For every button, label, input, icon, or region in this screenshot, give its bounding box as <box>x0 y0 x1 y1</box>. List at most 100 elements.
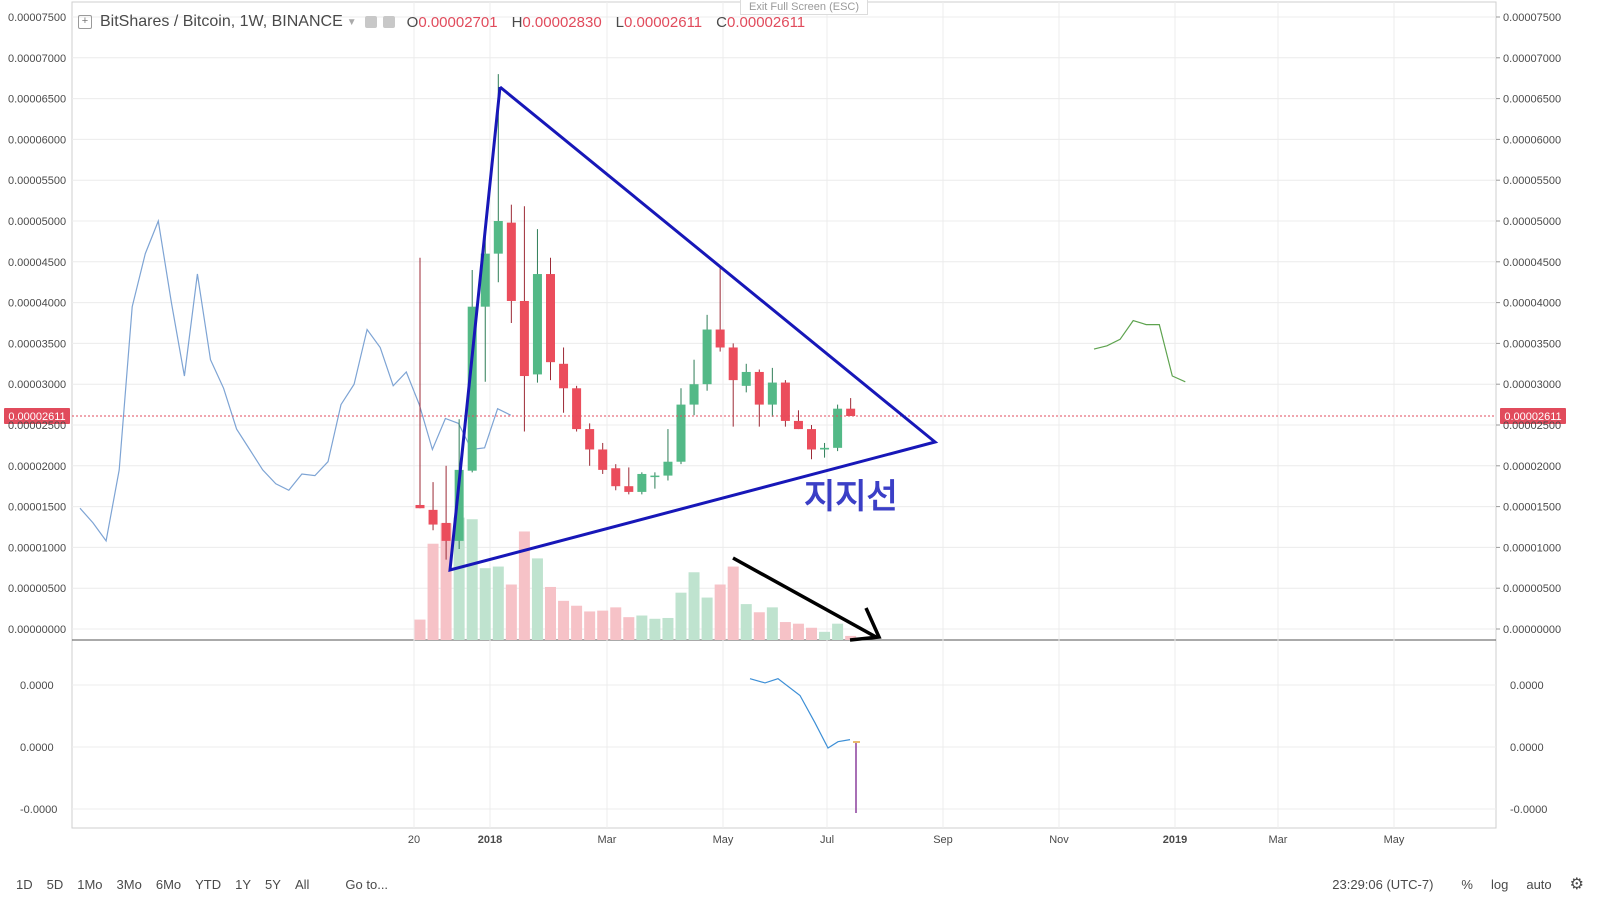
candle-body <box>637 473 647 492</box>
auto-scale-toggle[interactable]: auto <box>1526 876 1552 892</box>
candle-body <box>780 382 790 421</box>
candle-body <box>546 274 555 363</box>
symbol-title[interactable]: BitShares / Bitcoin, 1W, BINANCE <box>100 13 343 30</box>
candle-body <box>820 447 830 450</box>
volume-bar <box>806 627 817 640</box>
range-5d-button[interactable]: 5D <box>46 876 64 892</box>
volume-bar <box>623 617 635 640</box>
volume-bar <box>453 517 465 640</box>
volume-bar <box>792 623 804 640</box>
osc-axis-label-left: -0.0000 <box>20 804 57 816</box>
price-axis-label-left: 0.00004000 <box>8 298 66 310</box>
osc-axis-label-right: 0.0000 <box>1510 680 1544 692</box>
volume-bar <box>779 622 791 640</box>
time-axis-label: 2018 <box>478 834 502 846</box>
triangle-drawing[interactable] <box>448 85 939 573</box>
price-axis-label-right: 0.00007000 <box>1503 53 1561 65</box>
time-axis-label: Jul <box>820 834 834 846</box>
trend-arrowhead[interactable] <box>849 607 882 642</box>
volume-bar <box>701 597 713 640</box>
price-axis-label-right: 0.00005500 <box>1503 175 1561 187</box>
price-axis-label-left: 0.00000500 <box>8 583 66 595</box>
log-scale-toggle[interactable]: log <box>1490 876 1509 892</box>
range-1y-button[interactable]: 1Y <box>235 876 252 892</box>
range-all-button[interactable]: All <box>294 876 310 892</box>
range-1d-button[interactable]: 1D <box>16 876 33 892</box>
volume-bar <box>518 531 530 640</box>
candle-body <box>833 408 843 448</box>
range-6mo-button[interactable]: 6Mo <box>155 876 182 892</box>
volume-bar <box>832 623 844 640</box>
price-axis-label-right: 0.00001000 <box>1503 542 1561 554</box>
symbol-legend: + BitShares / Bitcoin, 1W, BINANCE ▼ O 0.… <box>78 12 805 32</box>
clock-time[interactable]: 23:29:06 (UTC-7) <box>1332 876 1434 892</box>
price-axis-label-left: 0.00004500 <box>8 257 66 269</box>
volume-bar <box>492 566 504 640</box>
time-axis-label: May <box>1384 834 1405 846</box>
time-axis-label: May <box>713 834 734 846</box>
range-3mo-button[interactable]: 3Mo <box>116 876 142 892</box>
candle-body <box>572 388 582 430</box>
candle-body <box>415 504 425 509</box>
candle-body <box>428 509 438 525</box>
price-axis-label-right: 0.00001500 <box>1503 502 1561 514</box>
candle-body <box>728 347 738 381</box>
time-axis-label: 20 <box>408 834 420 846</box>
high-value: 0.00002830 <box>522 13 602 31</box>
last-price-tag-left-bg <box>4 407 70 424</box>
volume-bar <box>466 519 478 640</box>
time-axis-label: 2019 <box>1163 834 1187 846</box>
goto-button[interactable]: Go to... <box>345 876 389 892</box>
exit-fullscreen-button[interactable]: Exit Full Screen (ESC) <box>740 0 869 15</box>
candle-body <box>624 486 634 492</box>
price-axis-label-right: 0.00002500 <box>1503 420 1561 432</box>
osc-axis-label-left: 0.0000 <box>20 742 54 754</box>
volume-bar <box>584 611 596 640</box>
bottom-toolbar: 1D 5D 1Mo 3Mo 6Mo YTD 1Y 5Y All Go to...… <box>0 868 1600 900</box>
expand-icon[interactable]: + <box>78 15 92 29</box>
range-ytd-button[interactable]: YTD <box>195 876 222 892</box>
price-axis-label-left: 0.00000000 <box>8 624 66 636</box>
support-line-annotation[interactable]: 지지선 <box>804 478 898 516</box>
price-axis-label-right: 0.00000500 <box>1503 583 1561 595</box>
overlay-line-green <box>1093 319 1186 383</box>
candle-body <box>532 274 542 375</box>
eye-icon[interactable] <box>364 16 377 28</box>
volume-bar <box>845 635 857 640</box>
overlay-line-blue <box>79 218 511 543</box>
candle-body <box>754 371 764 405</box>
trend-arrow[interactable] <box>732 556 877 639</box>
chart-canvas[interactable]: 0.00002611 0.00002611 지지선 0.00007500 0.000… <box>0 0 1600 868</box>
range-5y-button[interactable]: 5Y <box>265 876 281 892</box>
price-axis-label-right: 0.00003000 <box>1503 379 1561 391</box>
candle-body <box>807 429 816 450</box>
oscillator-line <box>749 678 851 749</box>
candle-body <box>689 384 699 405</box>
candle-body <box>741 371 751 386</box>
volume-bar <box>571 605 583 640</box>
candle-body <box>467 306 477 471</box>
candle-body <box>767 382 777 405</box>
percent-scale-toggle[interactable]: % <box>1461 876 1473 892</box>
volume-bar <box>688 572 700 640</box>
osc-axis-label-right: -0.0000 <box>1510 804 1547 816</box>
time-axis-label: Mar <box>598 834 617 846</box>
time-axis-label: Nov <box>1049 834 1069 846</box>
price-axis-label-right: 0.00000000 <box>1503 624 1561 636</box>
volume-bar <box>479 568 491 640</box>
candle-body <box>793 420 803 430</box>
volume-bar <box>662 617 674 640</box>
volume-bar <box>675 592 687 640</box>
range-1mo-button[interactable]: 1Mo <box>77 876 103 892</box>
price-axis-label-left: 0.00002000 <box>8 461 66 473</box>
price-axis-label-right: 0.00004000 <box>1503 298 1561 310</box>
candle-body <box>663 461 673 476</box>
price-axis-label-right: 0.00006000 <box>1503 134 1561 146</box>
time-axis-label: Mar <box>1269 834 1288 846</box>
chevron-down-icon[interactable]: ▼ <box>346 16 357 28</box>
volume-bar <box>610 607 622 640</box>
gear-icon[interactable]: ⚙ <box>1569 876 1584 893</box>
settings-icon[interactable] <box>382 16 395 28</box>
candle-body <box>441 522 451 541</box>
volume-bar <box>505 584 517 640</box>
